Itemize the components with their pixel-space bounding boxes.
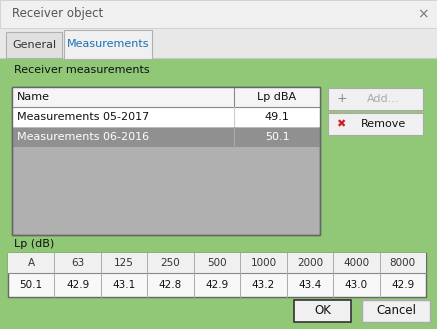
Bar <box>328 88 423 110</box>
Text: Lp dBA: Lp dBA <box>257 92 297 102</box>
Text: Add...: Add... <box>367 94 399 104</box>
Bar <box>8 253 426 297</box>
Text: General: General <box>12 40 56 50</box>
Text: 43.2: 43.2 <box>252 280 275 290</box>
Bar <box>12 127 320 147</box>
Text: 42.8: 42.8 <box>159 280 182 290</box>
Text: 125: 125 <box>114 258 134 268</box>
Text: Measurements 06-2016: Measurements 06-2016 <box>17 132 149 142</box>
Text: 4000: 4000 <box>343 258 369 268</box>
Text: Measurements: Measurements <box>67 39 149 49</box>
Bar <box>362 300 430 322</box>
Text: A: A <box>28 258 35 268</box>
Bar <box>0 0 437 28</box>
Bar <box>12 107 320 127</box>
Text: 50.1: 50.1 <box>20 280 43 290</box>
Bar <box>6 32 62 58</box>
Text: 42.9: 42.9 <box>205 280 229 290</box>
Text: 2000: 2000 <box>297 258 323 268</box>
Bar <box>0 58 437 329</box>
Bar <box>0 28 437 58</box>
Text: 250: 250 <box>161 258 180 268</box>
Text: Receiver measurements: Receiver measurements <box>14 65 149 75</box>
Text: 63: 63 <box>71 258 84 268</box>
Text: +: + <box>336 92 347 106</box>
Text: 49.1: 49.1 <box>264 112 289 122</box>
Text: Receiver object: Receiver object <box>12 8 103 20</box>
Bar <box>64 30 152 59</box>
Text: 42.9: 42.9 <box>391 280 414 290</box>
Text: OK: OK <box>314 305 331 317</box>
Text: 42.9: 42.9 <box>66 280 89 290</box>
Bar <box>12 87 320 107</box>
Bar <box>12 87 320 235</box>
Text: 1000: 1000 <box>250 258 277 268</box>
Bar <box>8 253 426 273</box>
Text: 43.0: 43.0 <box>345 280 368 290</box>
Bar <box>12 87 320 235</box>
Text: 500: 500 <box>207 258 227 268</box>
Text: Name: Name <box>17 92 50 102</box>
Text: Lp (dB): Lp (dB) <box>14 239 54 249</box>
Text: 43.4: 43.4 <box>298 280 322 290</box>
Text: 8000: 8000 <box>390 258 416 268</box>
Text: ×: × <box>417 7 429 21</box>
Text: 50.1: 50.1 <box>265 132 289 142</box>
Text: Cancel: Cancel <box>376 305 416 317</box>
Text: Measurements 05-2017: Measurements 05-2017 <box>17 112 149 122</box>
Text: Remove: Remove <box>361 119 406 129</box>
Text: 43.1: 43.1 <box>112 280 136 290</box>
Text: ✖: ✖ <box>336 119 346 129</box>
Bar <box>328 113 423 135</box>
Bar <box>294 300 351 322</box>
